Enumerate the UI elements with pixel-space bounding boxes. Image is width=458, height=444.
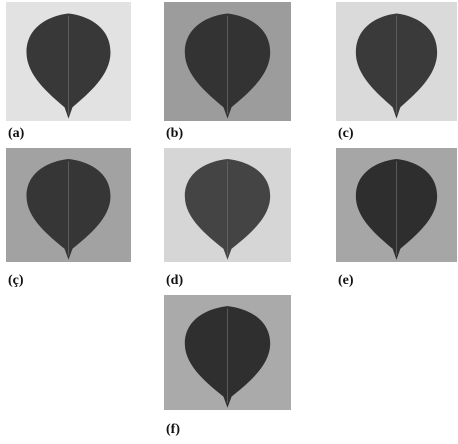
panel-label: (a) [8,126,24,142]
leaf-photo [336,148,457,262]
leaf-photo [164,2,291,121]
panel-label: (e) [338,273,354,289]
panel-label: (c) [338,126,354,142]
panel-label: (f) [166,422,180,438]
panel-label: (d) [166,273,183,289]
leaf-photo [164,148,291,262]
figure: (a) (b) (c) (ç) (d) (e) (f) [0,0,458,444]
leaf-photo [6,2,131,121]
panel-label: (ç) [8,273,24,289]
leaf-photo [164,295,291,410]
leaf-photo [336,2,457,121]
panel-label: (b) [166,126,183,142]
leaf-photo [6,148,131,262]
